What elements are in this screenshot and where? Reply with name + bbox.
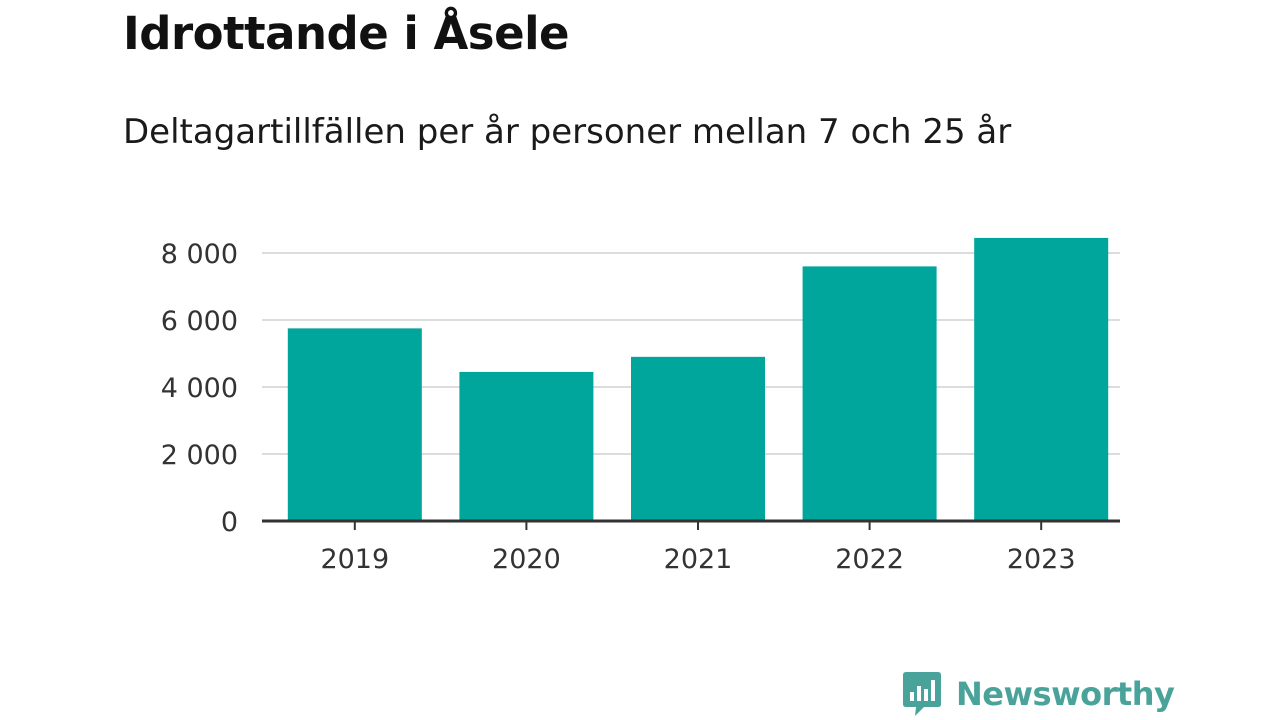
bar-chart-speech-bubble-icon: [903, 672, 941, 716]
x-tick-label: 2020: [492, 544, 561, 575]
y-axis-tick-labels: 0 2 000 4 000 6 000 8 000: [161, 239, 238, 538]
chart-subtitle: Deltagartillfällen per år personer mella…: [123, 112, 1012, 152]
chart-title: Idrottande i Åsele: [123, 7, 570, 60]
bar-2023: [974, 237, 1109, 522]
bar-2019: [287, 328, 422, 521]
newsworthy-logo: Newsworthy: [902, 670, 1175, 718]
bar-2021: [631, 356, 765, 521]
x-axis-tick-labels: 2019 2020 2021 2022 2023: [320, 544, 1075, 575]
x-tick-label: 2021: [664, 544, 733, 575]
y-tick-label: 4 000: [161, 373, 238, 404]
x-tick-label: 2023: [1007, 544, 1076, 575]
y-tick-label: 2 000: [161, 440, 238, 471]
bars: [287, 237, 1109, 522]
x-axis: [262, 519, 1120, 530]
logo-text: Newsworthy: [956, 675, 1175, 713]
bar-2022: [802, 266, 937, 521]
y-tick-label: 0: [221, 507, 238, 538]
y-tick-label: 8 000: [161, 239, 238, 270]
x-tick-label: 2022: [835, 544, 904, 575]
x-tick-label: 2019: [320, 544, 389, 575]
bar-2020: [459, 371, 594, 521]
y-tick-label: 6 000: [161, 306, 238, 337]
